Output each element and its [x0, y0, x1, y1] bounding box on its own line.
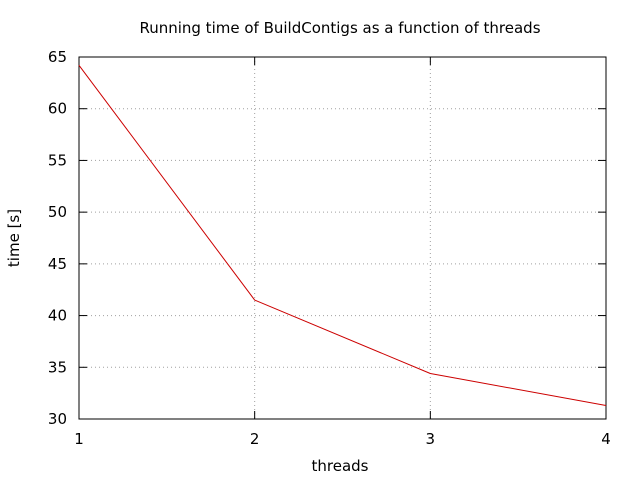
x-tick-label: 3: [426, 430, 436, 448]
y-tick-label: 30: [48, 410, 67, 428]
y-tick-label: 60: [48, 100, 67, 118]
chart-title: Running time of BuildContigs as a functi…: [139, 19, 540, 37]
x-tick-label: 1: [74, 430, 84, 448]
y-tick-label: 65: [48, 48, 67, 66]
y-axis-label: time [s]: [5, 209, 23, 267]
y-tick-label: 45: [48, 255, 67, 273]
y-tick-label: 40: [48, 307, 67, 325]
grid-lines: [79, 57, 606, 419]
plot-frame: [78, 56, 607, 420]
y-axis-tick-labels: 30 35 40 45 50 55 60 65: [48, 48, 67, 428]
y-tick-label: 55: [48, 151, 67, 169]
x-tick-label: 4: [601, 430, 611, 448]
x-axis-label: threads: [312, 457, 369, 475]
x-axis-tick-labels: 1 2 3 4: [74, 430, 611, 448]
y-tick-label: 50: [48, 203, 67, 221]
y-tick-label: 35: [48, 358, 67, 376]
x-tick-label: 2: [250, 430, 260, 448]
series-layer: [78, 64, 607, 407]
axis-ticks: [78, 56, 607, 420]
series-line: [78, 64, 607, 407]
